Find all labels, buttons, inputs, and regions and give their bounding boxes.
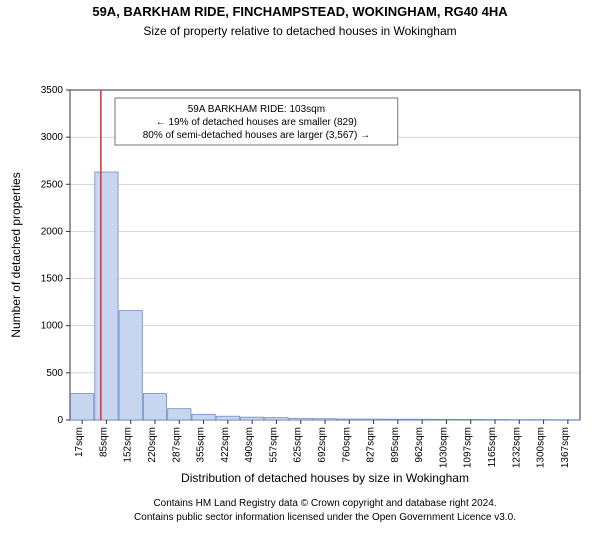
bar — [71, 394, 94, 420]
svg-text:0: 0 — [57, 415, 63, 426]
bar — [241, 417, 264, 420]
svg-text:152sqm: 152sqm — [123, 427, 134, 463]
svg-text:827sqm: 827sqm — [366, 427, 377, 463]
subtitle: Size of property relative to detached ho… — [0, 20, 600, 38]
svg-text:1300sqm: 1300sqm — [536, 427, 547, 468]
svg-text:1097sqm: 1097sqm — [463, 427, 474, 468]
bar — [459, 419, 482, 420]
svg-text:1500: 1500 — [41, 274, 64, 285]
chart-container: { "title1": "59A, BARKHAM RIDE, FINCHAMP… — [0, 0, 600, 500]
bar — [143, 394, 166, 420]
footer-license: Contains public sector information licen… — [134, 512, 516, 523]
svg-text:220sqm: 220sqm — [147, 427, 158, 463]
annotation-line: 59A BARKHAM RIDE: 103sqm — [188, 104, 325, 115]
histogram-chart: 0 500 1000 1500 2000 2500 3000 3500 17sqm 85sqm 15… — [0, 38, 600, 538]
bar — [216, 416, 239, 420]
bar — [168, 409, 191, 420]
svg-text:490sqm: 490sqm — [244, 427, 255, 463]
svg-text:1030sqm: 1030sqm — [438, 427, 449, 468]
bar — [338, 419, 361, 420]
annotation-line: ← 19% of detached houses are smaller (82… — [156, 117, 357, 128]
svg-text:422sqm: 422sqm — [220, 427, 231, 463]
svg-text:17sqm: 17sqm — [74, 427, 85, 457]
bar — [483, 420, 506, 421]
bar — [411, 419, 434, 420]
svg-text:625sqm: 625sqm — [293, 427, 304, 463]
y-axis-label: Number of detached properties — [9, 172, 23, 337]
bar — [265, 418, 288, 420]
bar — [289, 419, 312, 420]
annotation-line: 80% of semi-detached houses are larger (… — [143, 130, 370, 141]
svg-text:692sqm: 692sqm — [317, 427, 328, 463]
svg-text:85sqm: 85sqm — [98, 427, 109, 457]
address-title: 59A, BARKHAM RIDE, FINCHAMPSTEAD, WOKING… — [0, 0, 600, 20]
svg-text:2000: 2000 — [41, 226, 64, 237]
svg-text:895sqm: 895sqm — [390, 427, 401, 463]
bar — [435, 419, 458, 420]
bar — [119, 311, 142, 420]
svg-text:962sqm: 962sqm — [414, 427, 425, 463]
svg-text:287sqm: 287sqm — [171, 427, 182, 463]
svg-text:1367sqm: 1367sqm — [560, 427, 571, 468]
bar — [192, 414, 215, 420]
svg-text:760sqm: 760sqm — [341, 427, 352, 463]
svg-text:500: 500 — [46, 368, 63, 379]
svg-text:1232sqm: 1232sqm — [511, 427, 522, 468]
svg-text:3000: 3000 — [41, 132, 64, 143]
bar — [386, 419, 409, 420]
svg-text:3500: 3500 — [41, 85, 64, 96]
x-axis-label: Distribution of detached houses by size … — [181, 471, 469, 485]
svg-text:355sqm: 355sqm — [196, 427, 207, 463]
bar — [362, 419, 385, 420]
svg-text:1000: 1000 — [41, 321, 64, 332]
bar — [313, 419, 336, 420]
svg-text:557sqm: 557sqm — [268, 427, 279, 463]
svg-text:2500: 2500 — [41, 179, 64, 190]
bar — [95, 172, 118, 420]
svg-text:1165sqm: 1165sqm — [487, 427, 498, 467]
